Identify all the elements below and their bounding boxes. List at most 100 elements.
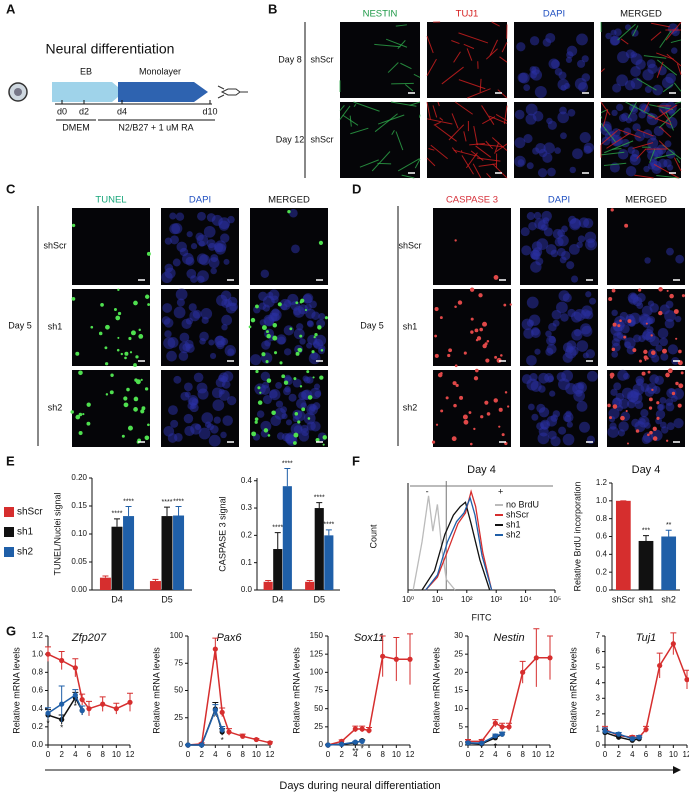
signal (671, 391, 676, 396)
signal (625, 409, 628, 413)
nucleus (300, 402, 307, 409)
nucleus (665, 149, 676, 159)
fiber (397, 158, 420, 172)
nucleus (290, 423, 303, 435)
nucleus (661, 76, 674, 89)
nucleus (566, 261, 575, 270)
micrograph (248, 289, 328, 366)
chart-title: Day 4 (632, 464, 661, 476)
signal (318, 240, 324, 245)
nucleus (208, 242, 216, 251)
significance: **** (173, 498, 184, 505)
y-axis-title: Relative mRNA levels (291, 647, 301, 734)
y-tick-label: 4 (596, 678, 601, 687)
fiber (400, 62, 412, 70)
signal (71, 297, 76, 301)
nucleus (514, 137, 526, 149)
signal (440, 372, 443, 375)
fiber (658, 140, 668, 150)
point (79, 707, 85, 714)
fiber (648, 114, 672, 126)
y-tick-label: 6 (596, 647, 601, 656)
legend-label: sh1 (506, 519, 521, 529)
fiber (662, 84, 674, 93)
row-label: shScr (398, 240, 421, 250)
fiber (391, 82, 414, 85)
fiber (385, 38, 408, 48)
nucleus (531, 66, 540, 75)
nucleus (297, 304, 309, 315)
nucleus (298, 391, 307, 400)
panel-label: D (352, 181, 361, 196)
micrograph (607, 287, 686, 366)
nucleus (227, 395, 237, 406)
micrograph (433, 208, 511, 285)
signal (638, 288, 642, 292)
fiber (618, 129, 641, 139)
signal (314, 333, 318, 337)
y-tick-label: 0.2 (596, 567, 608, 576)
signal (293, 441, 297, 445)
point (253, 736, 259, 743)
legend-label: no BrdU (506, 499, 539, 509)
signal (650, 350, 656, 356)
y-tick-label: 0 (459, 740, 464, 749)
signal (470, 330, 474, 334)
signal (78, 370, 83, 376)
signal (648, 406, 653, 410)
fiber (359, 159, 379, 168)
fiber (632, 142, 654, 149)
point (499, 724, 505, 730)
nucleus (576, 400, 588, 412)
signal (493, 275, 499, 280)
nucleus (616, 74, 629, 87)
nucleus (198, 254, 210, 266)
histogram-line (425, 496, 493, 591)
signal (473, 427, 476, 431)
legend-swatch (4, 507, 14, 517)
nucleus (533, 211, 542, 220)
fiber (371, 151, 391, 172)
nucleus (310, 421, 321, 432)
significance: * (221, 736, 224, 745)
fiber (632, 25, 639, 37)
point (479, 740, 485, 746)
nucleus (288, 393, 297, 402)
fiber (409, 101, 421, 106)
y-tick-label: 0.2 (32, 722, 44, 731)
signal (297, 347, 303, 353)
point (212, 646, 218, 652)
nucleus (164, 267, 176, 279)
y-tick-label: 0 (319, 740, 324, 749)
signal (454, 305, 457, 309)
signal (607, 403, 611, 408)
fiber (649, 104, 673, 111)
nucleus (216, 294, 228, 307)
signal (623, 335, 627, 339)
signal (677, 403, 682, 408)
error-bar (393, 636, 400, 660)
fiber (426, 35, 434, 54)
x-tick-label: 10 (112, 750, 121, 759)
nucleus (630, 53, 643, 66)
micrograph (161, 370, 239, 447)
fiber (426, 118, 453, 125)
fiber (472, 163, 482, 179)
nucleus (548, 322, 557, 332)
y-tick-label: 5 (459, 722, 464, 731)
nucleus (201, 316, 209, 324)
fiber (658, 108, 681, 129)
nucleus (534, 348, 541, 355)
error-bar (274, 532, 281, 550)
row-label: sh1 (48, 321, 63, 331)
y-tick-label: 0.8 (32, 667, 44, 676)
x-tick-label: 4 (630, 750, 635, 759)
signal (255, 304, 259, 309)
signal (648, 397, 653, 402)
nucleus (642, 432, 654, 443)
micrograph (600, 101, 682, 179)
y-tick-label: 50 (174, 686, 183, 695)
nucleus (253, 305, 261, 314)
signal (632, 348, 637, 353)
signal (448, 348, 453, 353)
